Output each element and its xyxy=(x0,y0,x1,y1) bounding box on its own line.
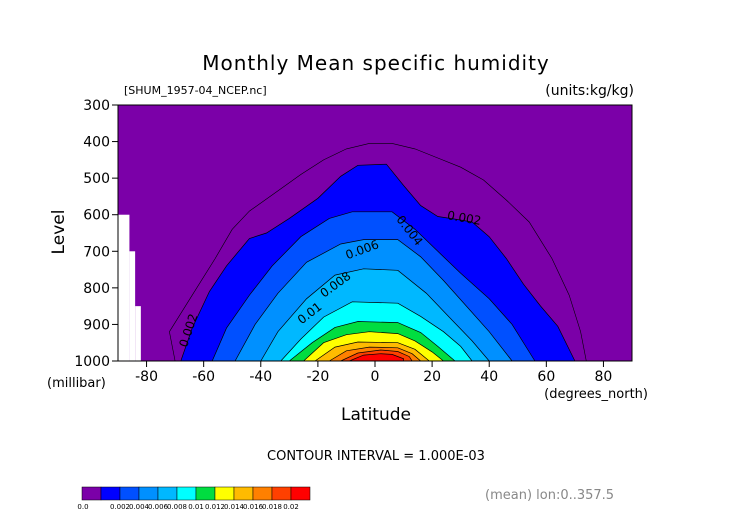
colorbar-label: 0.0 xyxy=(77,503,88,511)
missing-data-region xyxy=(135,306,141,361)
contour-line-outer xyxy=(169,143,587,362)
y-axis-units: (millibar) xyxy=(47,376,106,391)
colorbar-swatch xyxy=(271,486,292,501)
y-tick-label: 400 xyxy=(83,135,110,151)
x-axis-ticks: -80 -60 -40 -20 0 20 40 60 80 xyxy=(135,361,612,385)
colorbar-swatch xyxy=(119,486,140,501)
contour-line xyxy=(314,341,430,362)
colorbar-swatch xyxy=(176,486,197,501)
y-tick-label: 900 xyxy=(83,317,110,333)
contour-line xyxy=(340,349,413,362)
contour-line xyxy=(280,301,473,362)
x-tick-label: -40 xyxy=(249,369,272,385)
contour-line xyxy=(234,239,513,362)
colorbar-swatch xyxy=(214,486,235,501)
colorbar-swatch xyxy=(233,486,254,501)
units-label: (units:kg/kg) xyxy=(545,83,634,99)
contour-line xyxy=(211,211,536,362)
contour-line xyxy=(349,353,404,362)
contour-line xyxy=(329,346,421,362)
mean-label: (mean) lon:0..357.5 xyxy=(485,488,614,503)
colorbar-swatch xyxy=(100,486,121,501)
x-axis-units: (degrees_north) xyxy=(544,387,648,402)
x-tick-label: 40 xyxy=(480,369,498,385)
contour-line xyxy=(289,321,456,362)
y-axis-label: Level xyxy=(49,210,69,255)
colorbar-swatch xyxy=(252,486,273,501)
colorbar-label: 0.008 xyxy=(167,503,187,511)
y-tick-label: 500 xyxy=(83,171,110,187)
contour-line xyxy=(303,331,444,362)
y-tick-label: 300 xyxy=(83,98,110,114)
y-tick-label: 800 xyxy=(83,281,110,297)
x-tick-label: -60 xyxy=(192,369,215,385)
colorbar-swatch xyxy=(138,486,159,501)
colorbar-swatch xyxy=(195,486,216,501)
chart-title: Monthly Mean specific humidity xyxy=(202,51,550,75)
y-axis-ticks: 300 400 500 600 700 800 900 1000 xyxy=(74,98,118,370)
colorbar-label: 0.014 xyxy=(224,503,245,511)
contour-line xyxy=(260,268,490,362)
colorbar-label: 0.018 xyxy=(262,503,282,511)
colorbar-label: 0.012 xyxy=(205,503,225,511)
colorbar-label: 0.01 xyxy=(188,503,204,511)
colorbar xyxy=(81,486,311,501)
contour-interval-label: CONTOUR INTERVAL = 1.000E-03 xyxy=(267,449,485,464)
plot-area xyxy=(118,105,632,361)
x-tick-label: 60 xyxy=(537,369,555,385)
missing-data-region xyxy=(118,214,130,361)
x-tick-label: 20 xyxy=(423,369,441,385)
y-tick-label: 1000 xyxy=(74,354,110,370)
colorbar-label: 0.006 xyxy=(148,503,169,511)
x-tick-label: 0 xyxy=(371,369,380,385)
colorbar-label: 0.004 xyxy=(129,503,150,511)
contour-label: 0.002 xyxy=(446,208,482,228)
colorbar-label: 0.002 xyxy=(110,503,130,511)
colorbar-label: 0.016 xyxy=(243,503,264,511)
x-tick-label: -80 xyxy=(135,369,158,385)
contour-line xyxy=(180,163,576,362)
y-tick-label: 700 xyxy=(83,244,110,260)
colorbar-label: 0.02 xyxy=(283,503,299,511)
missing-data-region xyxy=(129,251,136,361)
x-tick-label: -20 xyxy=(306,369,329,385)
colorbar-swatch xyxy=(157,486,178,501)
colorbar-swatch xyxy=(290,486,311,501)
contour-lines xyxy=(169,143,587,362)
y-tick-label: 600 xyxy=(83,208,110,224)
x-tick-label: 80 xyxy=(595,369,613,385)
colorbar-swatch xyxy=(81,486,102,501)
x-axis-label: Latitude xyxy=(341,405,411,425)
file-label: [SHUM_1957-04_NCEP.nc] xyxy=(124,84,267,97)
